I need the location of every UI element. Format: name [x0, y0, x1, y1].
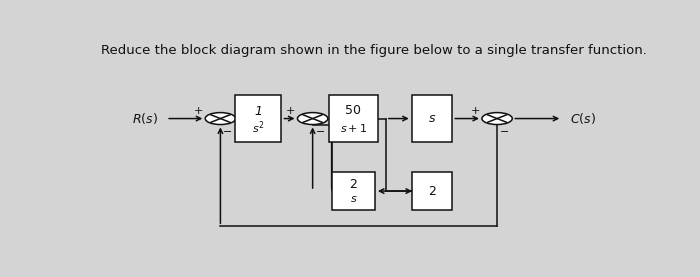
Text: 2: 2 — [428, 184, 436, 198]
Text: −: − — [500, 127, 509, 137]
Text: $C(s)$: $C(s)$ — [570, 111, 596, 126]
Circle shape — [298, 112, 328, 125]
Text: $s+1$: $s+1$ — [340, 122, 367, 134]
Text: 50: 50 — [345, 104, 361, 117]
Circle shape — [205, 112, 236, 125]
Bar — [412, 95, 452, 142]
Text: +: + — [194, 106, 204, 116]
Text: −: − — [315, 127, 325, 137]
Text: +: + — [470, 106, 480, 116]
Text: $s^2$: $s^2$ — [252, 120, 265, 137]
Bar — [412, 172, 452, 210]
Text: 2: 2 — [349, 178, 357, 191]
Text: +: + — [286, 106, 295, 116]
Text: $s$: $s$ — [428, 112, 436, 125]
Bar — [329, 95, 378, 142]
Text: $R(s)$: $R(s)$ — [132, 111, 158, 126]
Text: 1: 1 — [254, 105, 262, 118]
Bar — [235, 95, 281, 142]
Text: −: − — [223, 127, 232, 137]
Circle shape — [482, 112, 512, 125]
Text: $s$: $s$ — [349, 194, 357, 204]
Bar — [332, 172, 375, 210]
Text: Reduce the block diagram shown in the figure below to a single transfer function: Reduce the block diagram shown in the fi… — [101, 44, 647, 57]
